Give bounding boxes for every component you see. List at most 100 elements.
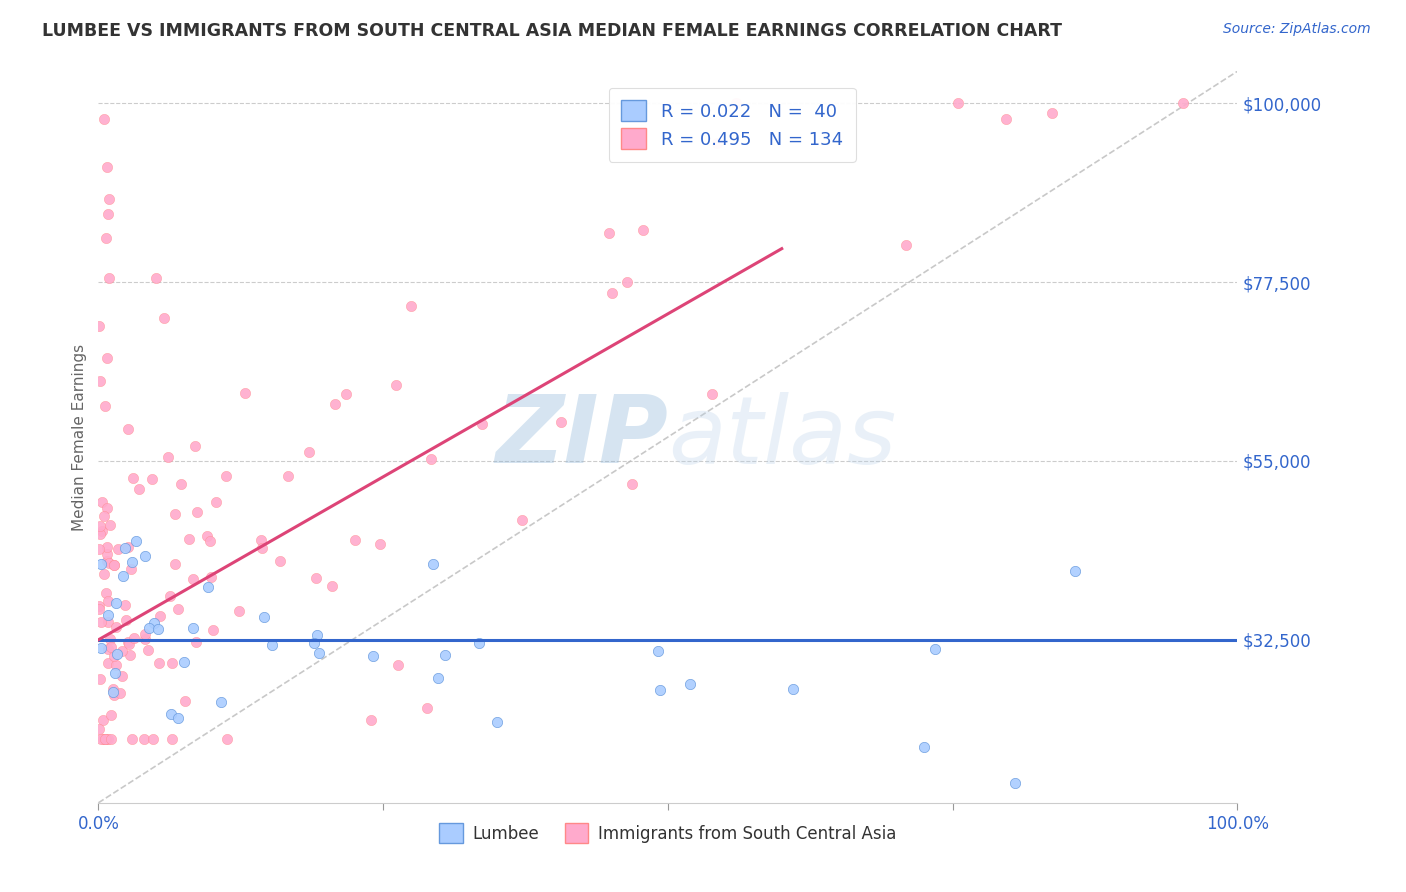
Point	[385, 377, 408, 392]
Point	[416, 701, 439, 715]
Point	[250, 533, 273, 547]
Point	[214, 469, 236, 483]
Point	[93, 112, 115, 126]
Point	[399, 299, 422, 313]
Point	[647, 644, 669, 658]
Point	[93, 567, 115, 582]
Point	[121, 732, 143, 747]
Point	[100, 732, 122, 747]
Point	[305, 571, 328, 585]
Point	[184, 634, 207, 648]
Point	[100, 640, 122, 654]
Point	[105, 647, 128, 661]
Point	[706, 136, 728, 150]
Point	[107, 541, 129, 556]
Point	[97, 607, 120, 622]
Point	[89, 519, 111, 533]
Point	[170, 477, 193, 491]
Point	[96, 540, 118, 554]
Point	[924, 642, 946, 657]
Point	[510, 513, 533, 527]
Point	[98, 517, 121, 532]
Point	[894, 237, 917, 252]
Point	[96, 160, 118, 174]
Point	[94, 732, 117, 747]
Legend: Lumbee, Immigrants from South Central Asia: Lumbee, Immigrants from South Central As…	[433, 817, 903, 849]
Point	[97, 615, 120, 629]
Point	[90, 558, 112, 572]
Point	[128, 483, 150, 497]
Point	[93, 732, 115, 747]
Point	[419, 452, 441, 467]
Point	[94, 732, 117, 747]
Point	[91, 732, 114, 747]
Point	[550, 415, 572, 429]
Point	[90, 732, 112, 747]
Point	[94, 231, 117, 245]
Point	[94, 585, 117, 599]
Point	[166, 602, 188, 616]
Point	[233, 386, 256, 401]
Point	[368, 537, 391, 551]
Point	[94, 732, 117, 747]
Point	[360, 713, 382, 727]
Point	[87, 723, 110, 737]
Point	[87, 602, 110, 616]
Point	[97, 732, 120, 747]
Point	[143, 615, 166, 630]
Point	[111, 643, 134, 657]
Point	[112, 569, 135, 583]
Text: atlas: atlas	[668, 392, 896, 483]
Point	[205, 495, 228, 509]
Point	[90, 615, 112, 629]
Point	[91, 714, 114, 728]
Point	[387, 658, 409, 673]
Point	[912, 740, 935, 755]
Point	[186, 505, 208, 519]
Point	[103, 558, 125, 573]
Point	[138, 621, 160, 635]
Point	[725, 96, 748, 111]
Point	[250, 541, 273, 555]
Point	[87, 318, 110, 333]
Point	[486, 714, 509, 729]
Point	[195, 529, 218, 543]
Point	[679, 676, 702, 690]
Point	[90, 640, 112, 655]
Point	[179, 532, 201, 546]
Point	[631, 222, 654, 236]
Point	[471, 417, 494, 431]
Point	[103, 685, 125, 699]
Point	[103, 558, 125, 572]
Point	[89, 599, 111, 613]
Text: Source: ZipAtlas.com: Source: ZipAtlas.com	[1223, 22, 1371, 37]
Point	[335, 386, 357, 401]
Point	[160, 707, 183, 722]
Point	[308, 646, 330, 660]
Point	[616, 276, 638, 290]
Point	[90, 524, 112, 538]
Y-axis label: Median Female Earnings: Median Female Earnings	[72, 343, 87, 531]
Point	[111, 669, 134, 683]
Point	[96, 547, 118, 561]
Point	[422, 558, 444, 572]
Point	[276, 469, 298, 483]
Point	[427, 671, 450, 685]
Point	[343, 533, 366, 548]
Point	[103, 649, 125, 664]
Point	[648, 683, 671, 698]
Point	[269, 554, 291, 568]
Point	[104, 596, 127, 610]
Point	[298, 445, 321, 459]
Point	[321, 579, 343, 593]
Point	[200, 534, 222, 549]
Point	[1064, 564, 1087, 578]
Point	[600, 286, 623, 301]
Point	[215, 732, 238, 747]
Point	[148, 622, 170, 636]
Point	[142, 731, 165, 746]
Point	[201, 624, 224, 638]
Point	[134, 549, 156, 563]
Point	[103, 682, 125, 697]
Point	[132, 732, 155, 747]
